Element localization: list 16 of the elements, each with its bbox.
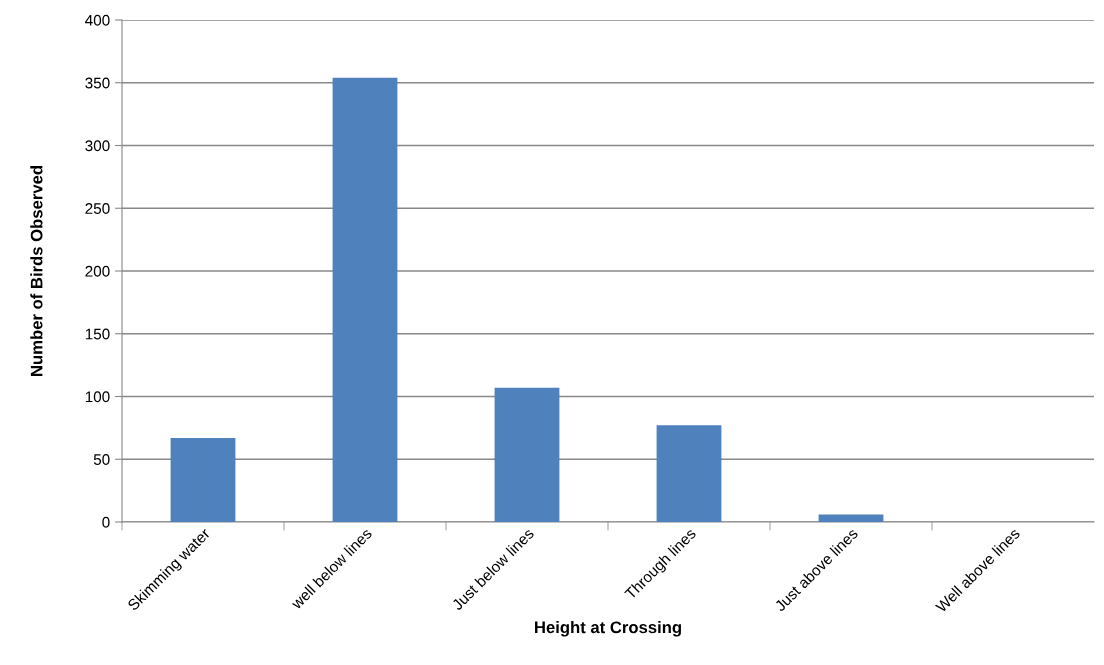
bar xyxy=(494,387,560,522)
y-tick-label: 250 xyxy=(85,203,110,214)
y-tick-label: 50 xyxy=(93,454,110,465)
bar xyxy=(656,425,722,522)
y-tick-label: 0 xyxy=(102,516,110,528)
y-tick-label: 150 xyxy=(85,328,110,340)
x-axis-title: Height at Crossing xyxy=(535,620,681,637)
y-axis-title: Number of Birds Observed xyxy=(30,166,43,376)
y-tick-label: 400 xyxy=(85,14,110,26)
y-tick-label: 200 xyxy=(85,265,110,277)
y-tick-label: 350 xyxy=(85,77,110,89)
bar xyxy=(818,514,884,522)
bar xyxy=(332,77,398,522)
bar xyxy=(170,437,236,522)
y-tick-label: 300 xyxy=(85,140,110,152)
y-tick-label: 100 xyxy=(85,391,110,403)
